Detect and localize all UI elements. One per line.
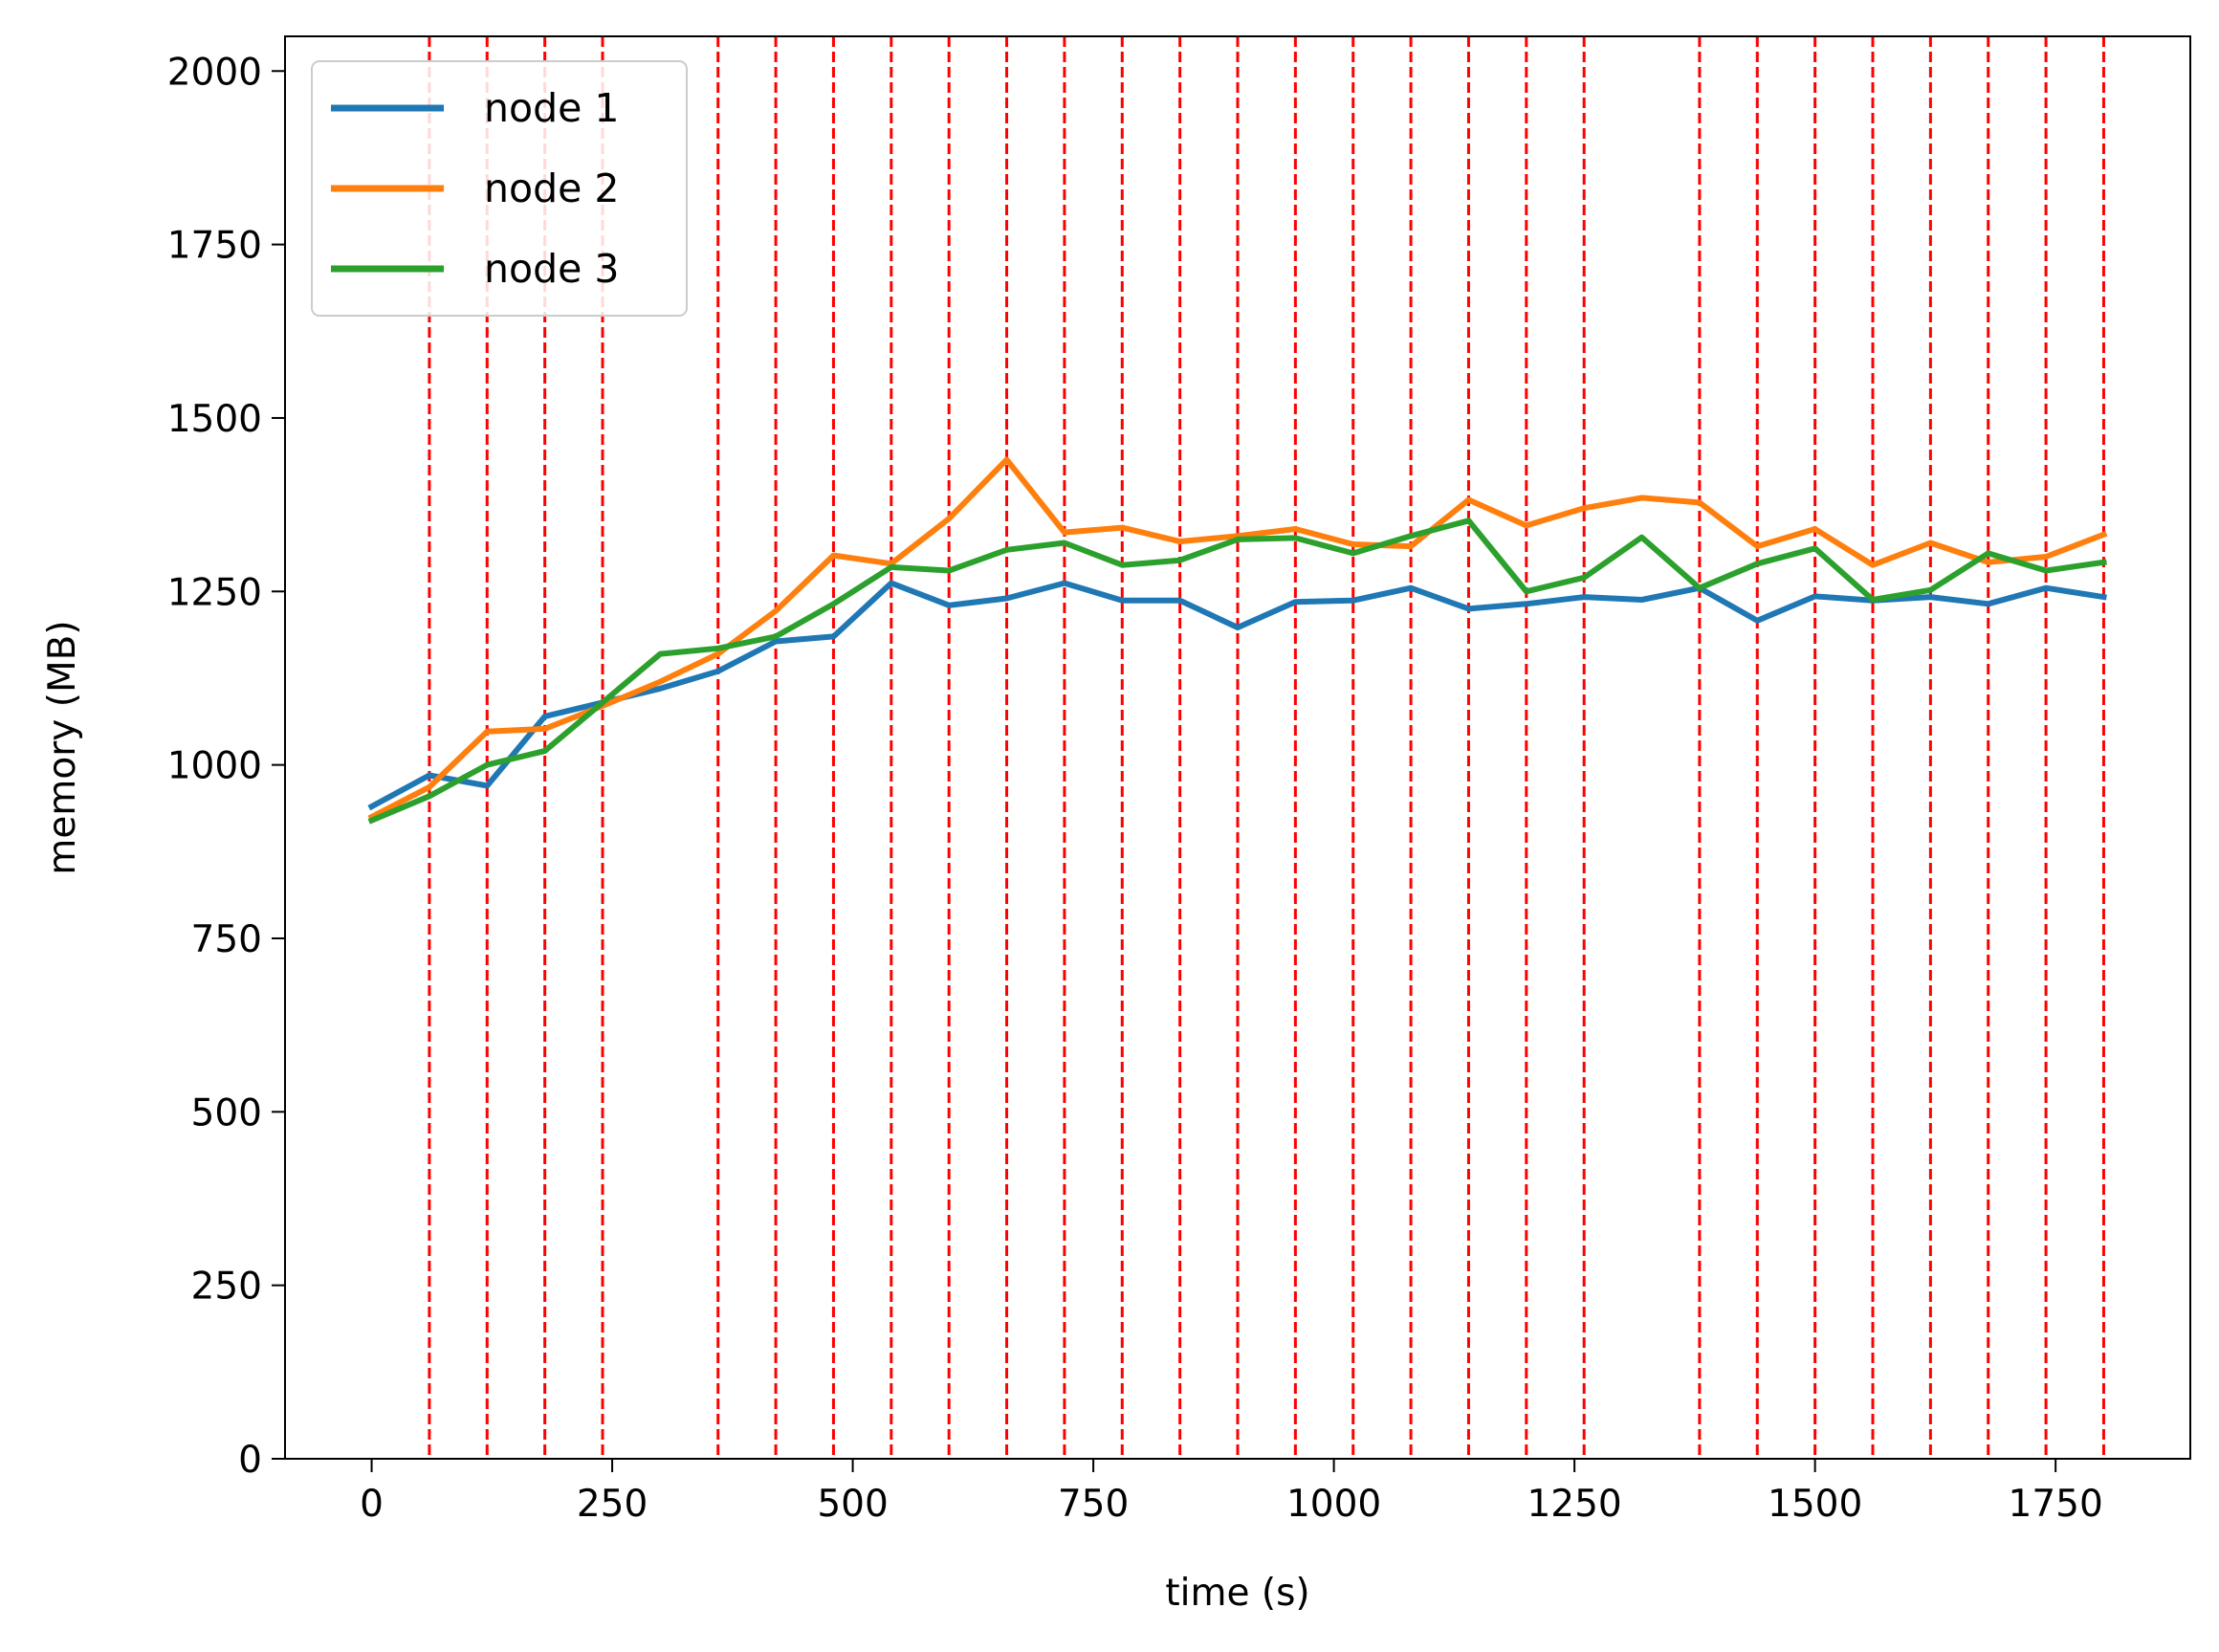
y-tick-label: 0	[238, 1439, 262, 1482]
x-tick-label: 1750	[2009, 1483, 2103, 1526]
legend-label-node-1: node 1	[484, 85, 619, 131]
x-tick-label: 250	[577, 1483, 648, 1526]
x-tick-label: 1250	[1527, 1483, 1621, 1526]
y-tick-label: 500	[191, 1091, 262, 1134]
legend-box	[311, 60, 688, 317]
x-axis-title: time (s)	[1165, 1572, 1309, 1615]
y-tick-label: 750	[191, 918, 262, 961]
legend-label-node-2: node 2	[484, 165, 619, 211]
series-lines	[367, 456, 2108, 825]
y-tick-label: 1500	[167, 398, 262, 441]
x-tick-label: 500	[817, 1483, 888, 1526]
x-tick-label: 750	[1058, 1483, 1129, 1526]
x-tick-label: 1500	[1768, 1483, 1862, 1526]
x-tick-label: 0	[360, 1483, 384, 1526]
legend: node 1 node 2 node 3	[311, 60, 688, 317]
y-tick-label: 1000	[167, 745, 262, 788]
series-line-node-1	[367, 580, 2107, 811]
y-tick-label: 1250	[167, 571, 262, 614]
y-tick-label: 1750	[167, 225, 262, 268]
series-line-node-3	[367, 518, 2107, 825]
y-axis-title: memory (MB)	[41, 620, 84, 874]
plot-frame	[284, 35, 2191, 1460]
x-axis-ticks: 0 250 500 750 1000 1250 1500 1750	[360, 1459, 2103, 1526]
series-line-node-2	[367, 456, 2108, 822]
legend-label-node-3: node 3	[484, 246, 619, 292]
y-axis-ticks: 0 250 500 750 1000 1250 1500 1750 2000	[167, 51, 285, 1482]
y-tick-label: 250	[191, 1266, 262, 1309]
x-tick-label: 1000	[1286, 1483, 1381, 1526]
y-tick-label: 2000	[167, 51, 262, 94]
